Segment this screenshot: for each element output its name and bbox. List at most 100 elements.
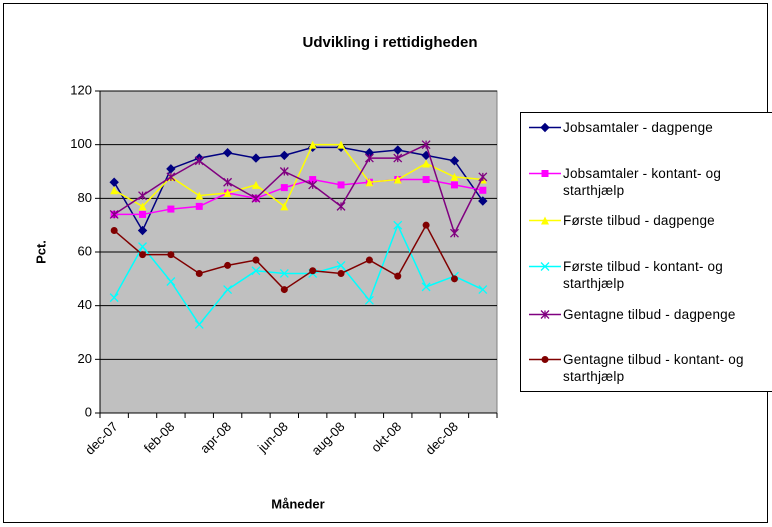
marker bbox=[421, 282, 431, 292]
marker bbox=[393, 220, 403, 230]
marker bbox=[139, 210, 147, 218]
legend: Jobsamtaler - dagpenge Jobsamtaler - kont… bbox=[520, 112, 772, 392]
marker bbox=[450, 181, 458, 189]
marker bbox=[422, 159, 431, 168]
marker bbox=[279, 167, 289, 176]
marker bbox=[540, 262, 550, 271]
legend-item: Første tilbud - kontant- og starthjælp bbox=[527, 258, 768, 292]
y-tick-label: 20 bbox=[78, 351, 92, 366]
marker bbox=[393, 175, 402, 184]
legend-label: Jobsamtaler - dagpenge bbox=[563, 120, 713, 135]
y-tick-label: 0 bbox=[85, 404, 92, 419]
marker bbox=[195, 191, 204, 200]
legend-swatch bbox=[529, 122, 561, 133]
series-line bbox=[113, 143, 483, 208]
marker bbox=[166, 172, 176, 182]
marker bbox=[309, 267, 317, 275]
marker bbox=[166, 164, 176, 174]
legend-label: Jobsamtaler - kontant- og starthjælp bbox=[563, 166, 722, 198]
marker bbox=[195, 202, 203, 210]
marker bbox=[279, 150, 290, 161]
marker bbox=[478, 172, 488, 182]
marker bbox=[251, 193, 261, 203]
marker bbox=[109, 293, 119, 303]
marker bbox=[364, 153, 374, 163]
legend-label: Gentagne tilbud - dagpenge bbox=[563, 307, 736, 322]
marker bbox=[308, 140, 317, 149]
marker bbox=[138, 202, 147, 211]
marker bbox=[365, 256, 373, 264]
marker bbox=[194, 156, 204, 166]
marker bbox=[194, 319, 204, 329]
y-tick-label: 100 bbox=[70, 136, 92, 151]
marker bbox=[337, 140, 346, 149]
marker bbox=[167, 251, 175, 259]
marker bbox=[450, 275, 458, 283]
marker bbox=[223, 285, 233, 295]
marker bbox=[336, 260, 346, 270]
marker bbox=[478, 196, 488, 206]
marker bbox=[421, 140, 431, 150]
marker bbox=[280, 184, 288, 192]
marker bbox=[541, 170, 549, 177]
marker bbox=[223, 177, 233, 187]
series-line bbox=[113, 146, 484, 233]
marker bbox=[195, 269, 203, 277]
marker bbox=[224, 261, 232, 269]
legend-swatch bbox=[529, 310, 561, 319]
marker bbox=[280, 286, 288, 294]
marker bbox=[251, 153, 261, 163]
marker bbox=[139, 251, 147, 259]
legend-item: Jobsamtaler - dagpenge bbox=[527, 119, 768, 136]
legend-item: Første tilbud - dagpenge bbox=[527, 212, 768, 229]
y-axis-label: Pct. bbox=[33, 240, 48, 264]
marker bbox=[109, 177, 119, 187]
series-line bbox=[113, 143, 484, 236]
marker bbox=[110, 186, 119, 195]
marker bbox=[422, 221, 430, 229]
marker bbox=[541, 216, 549, 225]
legend-swatch bbox=[529, 216, 561, 225]
marker bbox=[167, 205, 175, 213]
series-line bbox=[113, 223, 484, 326]
chart-title: Udvikling i rettidigheden bbox=[302, 34, 477, 51]
y-tick-label: 60 bbox=[78, 243, 92, 258]
marker bbox=[138, 242, 147, 252]
marker bbox=[110, 227, 118, 235]
legend-label: Gentagne tilbud - kontant- og starthjælp bbox=[563, 352, 744, 384]
marker bbox=[309, 176, 317, 184]
legend-label: Første tilbud - dagpenge bbox=[563, 213, 715, 228]
marker bbox=[280, 202, 289, 211]
marker bbox=[251, 180, 260, 189]
marker bbox=[223, 188, 232, 197]
marker bbox=[393, 145, 403, 155]
marker bbox=[166, 277, 176, 286]
y-tick-label: 120 bbox=[70, 82, 92, 97]
legend-label: Første tilbud - kontant- og starthjælp bbox=[563, 259, 723, 291]
marker bbox=[138, 191, 147, 201]
y-tick-label: 80 bbox=[78, 190, 92, 205]
marker bbox=[251, 266, 261, 276]
marker bbox=[337, 269, 345, 277]
marker bbox=[479, 186, 487, 194]
marker bbox=[365, 178, 374, 187]
marker bbox=[449, 156, 460, 166]
marker bbox=[422, 176, 430, 184]
legend-swatch bbox=[529, 356, 561, 363]
marker bbox=[137, 225, 148, 236]
marker bbox=[540, 310, 550, 319]
marker bbox=[364, 295, 374, 305]
marker bbox=[222, 148, 233, 158]
legend-swatch bbox=[529, 170, 561, 177]
marker bbox=[336, 201, 346, 211]
marker bbox=[478, 285, 488, 295]
marker bbox=[450, 172, 459, 181]
marker bbox=[540, 122, 550, 133]
marker bbox=[279, 269, 289, 278]
series-line bbox=[114, 178, 483, 216]
marker bbox=[308, 180, 318, 190]
marker bbox=[450, 228, 459, 238]
legend-item: Jobsamtaler - kontant- og starthjælp bbox=[527, 165, 768, 199]
y-tick-label: 40 bbox=[78, 297, 92, 312]
